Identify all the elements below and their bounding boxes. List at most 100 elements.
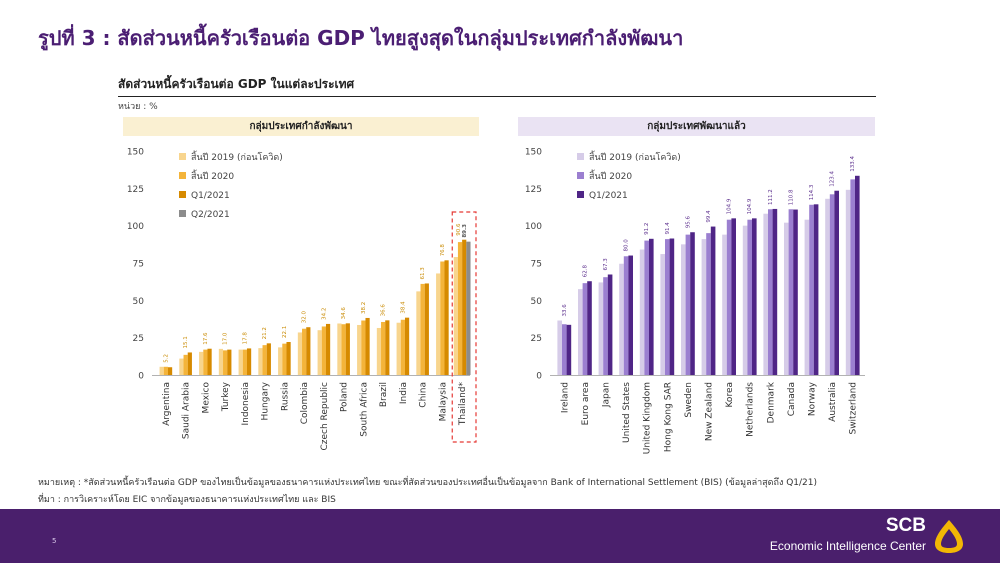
dev-data-label: 90.6 (456, 223, 462, 236)
adv-bar (603, 277, 608, 375)
adv-bar (772, 208, 778, 375)
adv-bar (784, 222, 789, 375)
adv-bar (598, 282, 604, 375)
dev-x-tick-label: Malaysia (438, 382, 448, 421)
slide-title: รูปที่ 3 : สัดส่วนหนี้ครัวเรือนต่อ GDP ไ… (38, 26, 684, 50)
dev-bar (365, 317, 370, 375)
dev-bar (381, 321, 386, 375)
dev-legend-swatch (179, 210, 186, 217)
dev-x-tick-label: Colombia (300, 382, 310, 424)
adv-bar (804, 219, 810, 375)
dev-data-label: 34.6 (341, 307, 347, 320)
dev-bar (424, 283, 429, 375)
dev-y-tick-label: 125 (127, 185, 144, 195)
dev-data-label: 21.2 (262, 327, 268, 339)
dev-y-tick-label: 25 (133, 334, 144, 344)
dev-bar (444, 260, 449, 375)
dev-bar (227, 349, 232, 375)
adv-data-label: 110.8 (788, 189, 794, 205)
dev-bar (242, 349, 247, 375)
adv-bar (628, 255, 633, 375)
adv-bar (685, 234, 691, 375)
adv-bar (557, 320, 562, 375)
adv-bar (845, 189, 851, 375)
dev-legend-label: Q1/2021 (191, 191, 230, 201)
panel-title-developed: กลุ่มประเทศพัฒนาแล้ว (518, 117, 875, 136)
adv-bar (660, 254, 665, 375)
adv-legend-swatch (577, 172, 584, 179)
dev-bar (262, 345, 267, 375)
dev-bar (159, 366, 164, 375)
dev-legend-swatch (179, 191, 186, 198)
dev-x-tick-label: India (399, 382, 409, 404)
adv-bar (619, 263, 624, 375)
adv-x-tick-label: Euro area (581, 382, 591, 425)
adv-x-tick-label: Ireland (560, 382, 570, 413)
adv-bar (644, 240, 649, 375)
dev-bar (179, 358, 184, 375)
heading-divider (118, 96, 876, 97)
adv-bar (809, 204, 814, 375)
dev-y-tick-label: 150 (127, 148, 144, 158)
dev-bar (462, 239, 467, 375)
adv-y-tick-label: 75 (531, 260, 542, 270)
adv-legend-label: สิ้นปี 2020 (589, 169, 632, 182)
adv-bar (855, 175, 860, 375)
footer-bar: 5 SCB Economic Intelligence Center (0, 509, 1000, 563)
dev-data-label: 36.6 (381, 304, 387, 317)
adv-x-tick-label: Switzerland (849, 382, 859, 435)
dev-bar (436, 273, 441, 375)
adv-data-label: 95.6 (685, 215, 691, 228)
dev-bar (337, 323, 342, 375)
adv-data-label: 114.3 (809, 184, 815, 200)
dev-data-label: 17.8 (242, 332, 248, 345)
adv-y-tick-label: 0 (536, 372, 542, 382)
adv-bar (742, 225, 748, 375)
adv-bar (690, 232, 695, 375)
dev-data-label: 22.1 (282, 326, 288, 338)
dev-y-tick-label: 50 (133, 297, 145, 307)
dev-bar (207, 348, 212, 375)
dev-data-label: 17.6 (203, 332, 209, 345)
adv-bar (649, 238, 654, 375)
adv-bar (829, 194, 835, 375)
dev-bar (183, 354, 188, 375)
adv-x-tick-label: Korea (725, 382, 735, 408)
adv-x-tick-label: Japan (602, 382, 612, 408)
dev-x-tick-label: Brazil (379, 382, 389, 407)
dev-bar (345, 323, 350, 375)
dev-bar (203, 349, 208, 375)
adv-data-label: 67.3 (603, 258, 609, 271)
adv-data-label: 111.2 (768, 189, 774, 205)
dev-y-tick-label: 0 (138, 372, 144, 382)
dev-bar (325, 323, 331, 375)
adv-y-tick-label: 150 (525, 148, 542, 158)
dev-data-label: 32.0 (302, 310, 308, 323)
adv-bar (793, 209, 798, 375)
dev-x-tick-label: Poland (340, 382, 350, 412)
dev-bar (218, 348, 224, 375)
adv-legend-swatch (577, 191, 584, 198)
dev-bar (302, 328, 307, 375)
dev-bar (163, 366, 168, 375)
dev-bar (404, 317, 410, 375)
adv-bar (763, 213, 768, 375)
dev-bar (400, 319, 405, 375)
scb-logo-icon (935, 520, 963, 553)
dev-data-label: 76.8 (440, 244, 446, 257)
dev-data-label: 15.1 (183, 336, 189, 348)
adv-bar (722, 234, 727, 375)
dev-data-label: 38.2 (361, 302, 367, 314)
adv-bar (607, 274, 613, 375)
dev-bar (223, 350, 228, 375)
dev-bar (199, 351, 204, 375)
adv-bar (825, 198, 830, 375)
adv-x-tick-label: New Zealand (705, 382, 715, 441)
adv-legend-swatch (577, 153, 584, 160)
adv-bar (813, 204, 819, 375)
dev-bar (457, 242, 463, 375)
dev-x-tick-label: Turkey (221, 381, 231, 412)
adv-bar (768, 209, 773, 375)
dev-bar (396, 322, 401, 375)
